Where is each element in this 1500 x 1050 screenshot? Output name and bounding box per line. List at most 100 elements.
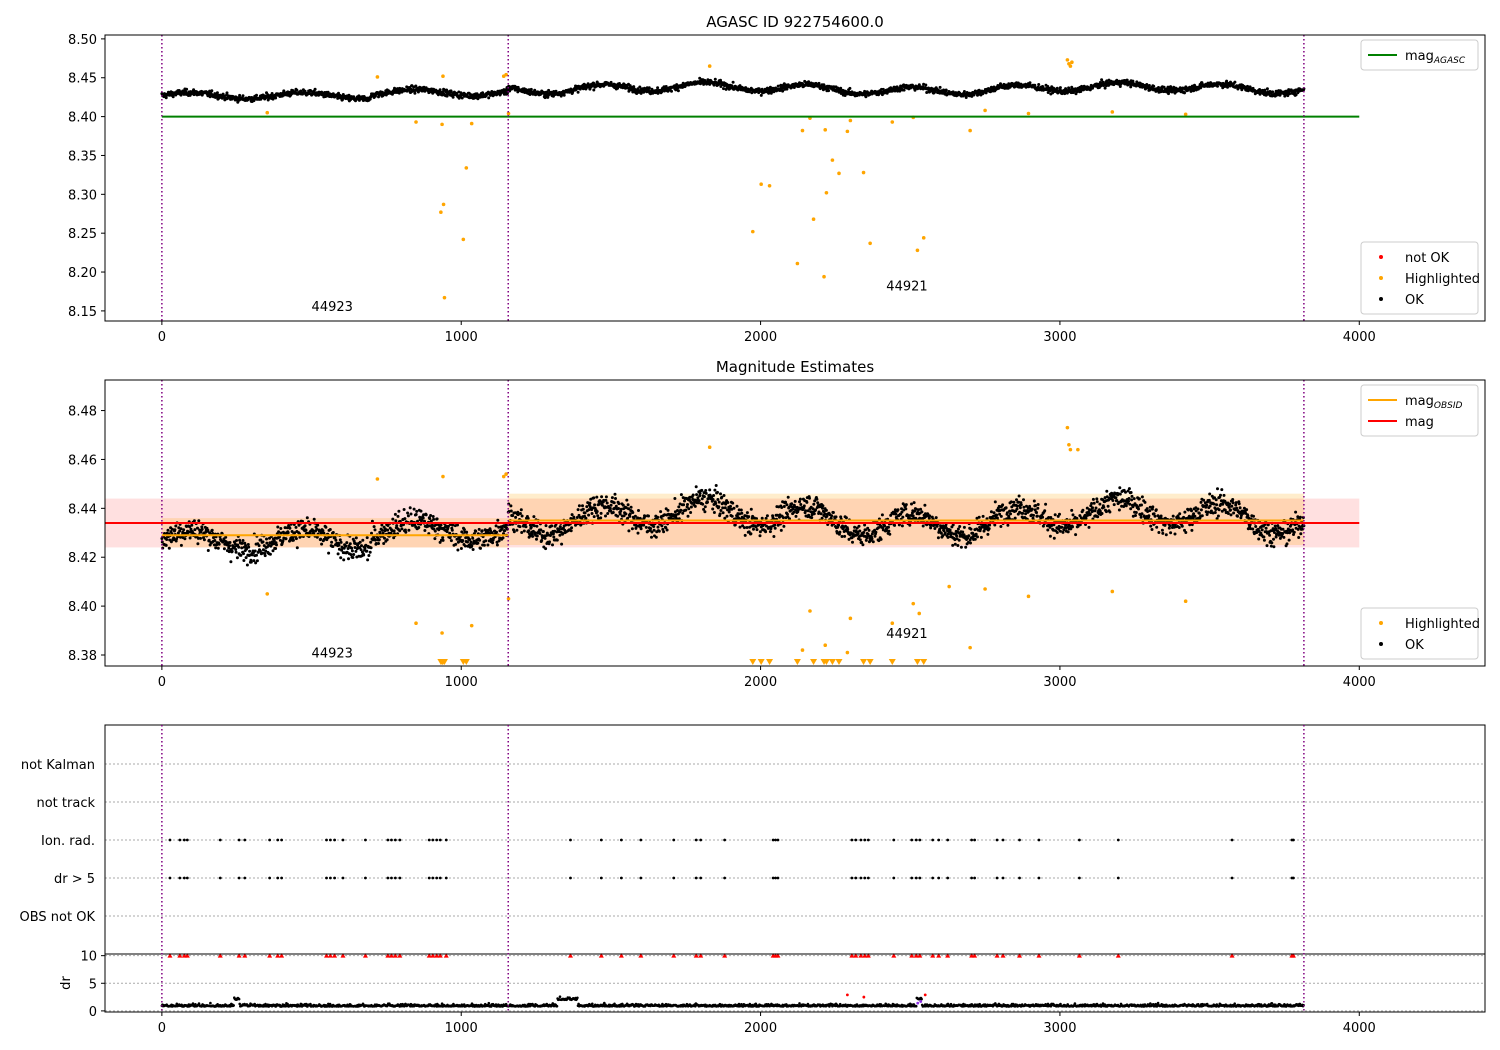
ok-point — [179, 543, 183, 547]
ok-point — [913, 509, 916, 513]
ok-point — [369, 540, 373, 544]
ok-point — [406, 511, 410, 515]
ok-point — [719, 492, 722, 496]
ok-point — [1127, 499, 1130, 503]
ok-point — [959, 545, 963, 549]
ok-point — [773, 523, 777, 527]
ok-point — [321, 529, 325, 533]
ok-point — [514, 515, 518, 519]
ok-point — [683, 499, 686, 503]
ok-point — [408, 506, 412, 510]
ok-point — [336, 552, 340, 556]
ok-point — [1124, 490, 1127, 494]
ok-point — [570, 526, 574, 530]
ok-point — [619, 507, 623, 511]
ok-point — [1117, 79, 1121, 83]
ok-point — [1057, 527, 1061, 531]
ok-point — [509, 509, 513, 513]
ok-point — [1137, 507, 1140, 511]
ok-point — [252, 559, 256, 563]
ok-point — [450, 528, 454, 532]
y-tick-label: 8.25 — [68, 227, 97, 242]
ok-point — [1030, 507, 1034, 511]
ok-point — [614, 504, 618, 508]
ok-point — [365, 536, 369, 540]
ok-point — [196, 526, 199, 530]
ok-point — [283, 526, 287, 530]
legend-marker — [1379, 297, 1383, 301]
legend-label-text: Highlighted — [1405, 272, 1480, 287]
ok-point — [628, 514, 632, 518]
ok-point — [690, 501, 694, 505]
ok-point — [1294, 93, 1298, 97]
ok-point — [1166, 85, 1170, 89]
highlighted-point — [824, 190, 829, 195]
ok-point — [1147, 84, 1151, 87]
ok-point — [805, 500, 809, 504]
ok-point — [686, 503, 689, 506]
ok-point — [1017, 494, 1021, 498]
ok-point — [538, 532, 542, 535]
ok-point — [394, 519, 398, 523]
ok-point — [235, 556, 239, 560]
panel-plot-area — [160, 35, 1360, 321]
ok-point — [951, 523, 955, 527]
ok-point — [1114, 496, 1118, 500]
legend-label-text: not OK — [1405, 251, 1450, 266]
highlighted-point — [861, 170, 866, 175]
ok-point — [829, 516, 833, 520]
ok-point — [847, 537, 851, 541]
ok-point — [520, 531, 524, 534]
ok-point — [887, 525, 890, 529]
ok-point — [760, 516, 764, 520]
highlighted-point — [707, 64, 712, 68]
ok-point — [572, 515, 576, 519]
ok-point — [814, 508, 818, 512]
ok-point — [259, 538, 263, 542]
ok-point — [275, 543, 278, 547]
ok-point — [362, 553, 366, 557]
ok-point — [938, 527, 942, 531]
ok-point — [320, 542, 324, 546]
ok-point — [807, 80, 811, 84]
ok-point — [602, 498, 606, 502]
ok-point — [819, 512, 823, 516]
ok-point — [324, 525, 328, 529]
ok-point — [487, 96, 491, 100]
ok-point — [1034, 504, 1038, 507]
ok-point — [599, 511, 603, 515]
ok-point — [893, 523, 897, 527]
ok-point — [224, 535, 228, 539]
ok-point — [396, 514, 400, 518]
ok-point — [879, 537, 883, 541]
ok-point — [532, 515, 536, 519]
ok-point — [352, 95, 356, 99]
ok-point — [1022, 505, 1026, 509]
ok-point — [587, 513, 591, 517]
ok-point — [1047, 516, 1051, 519]
ok-point — [461, 539, 465, 542]
ok-point — [968, 538, 972, 542]
ok-point — [433, 529, 437, 533]
ok-point — [255, 93, 258, 97]
ok-point — [874, 530, 878, 534]
ok-point — [244, 556, 248, 560]
ok-point — [596, 514, 600, 518]
ok-point — [192, 519, 196, 523]
ok-point — [612, 501, 616, 505]
ok-point — [466, 540, 469, 544]
ok-point — [511, 514, 515, 518]
ok-point — [924, 514, 928, 518]
ok-point — [471, 548, 475, 551]
ok-point — [780, 506, 784, 509]
ok-point — [383, 536, 386, 540]
ok-point — [1107, 78, 1111, 82]
ok-point — [1012, 500, 1016, 504]
legend-label: OK — [1405, 293, 1424, 308]
ok-point — [675, 83, 679, 87]
ok-point — [943, 531, 947, 535]
ok-point — [540, 539, 544, 542]
ok-point — [799, 503, 803, 506]
